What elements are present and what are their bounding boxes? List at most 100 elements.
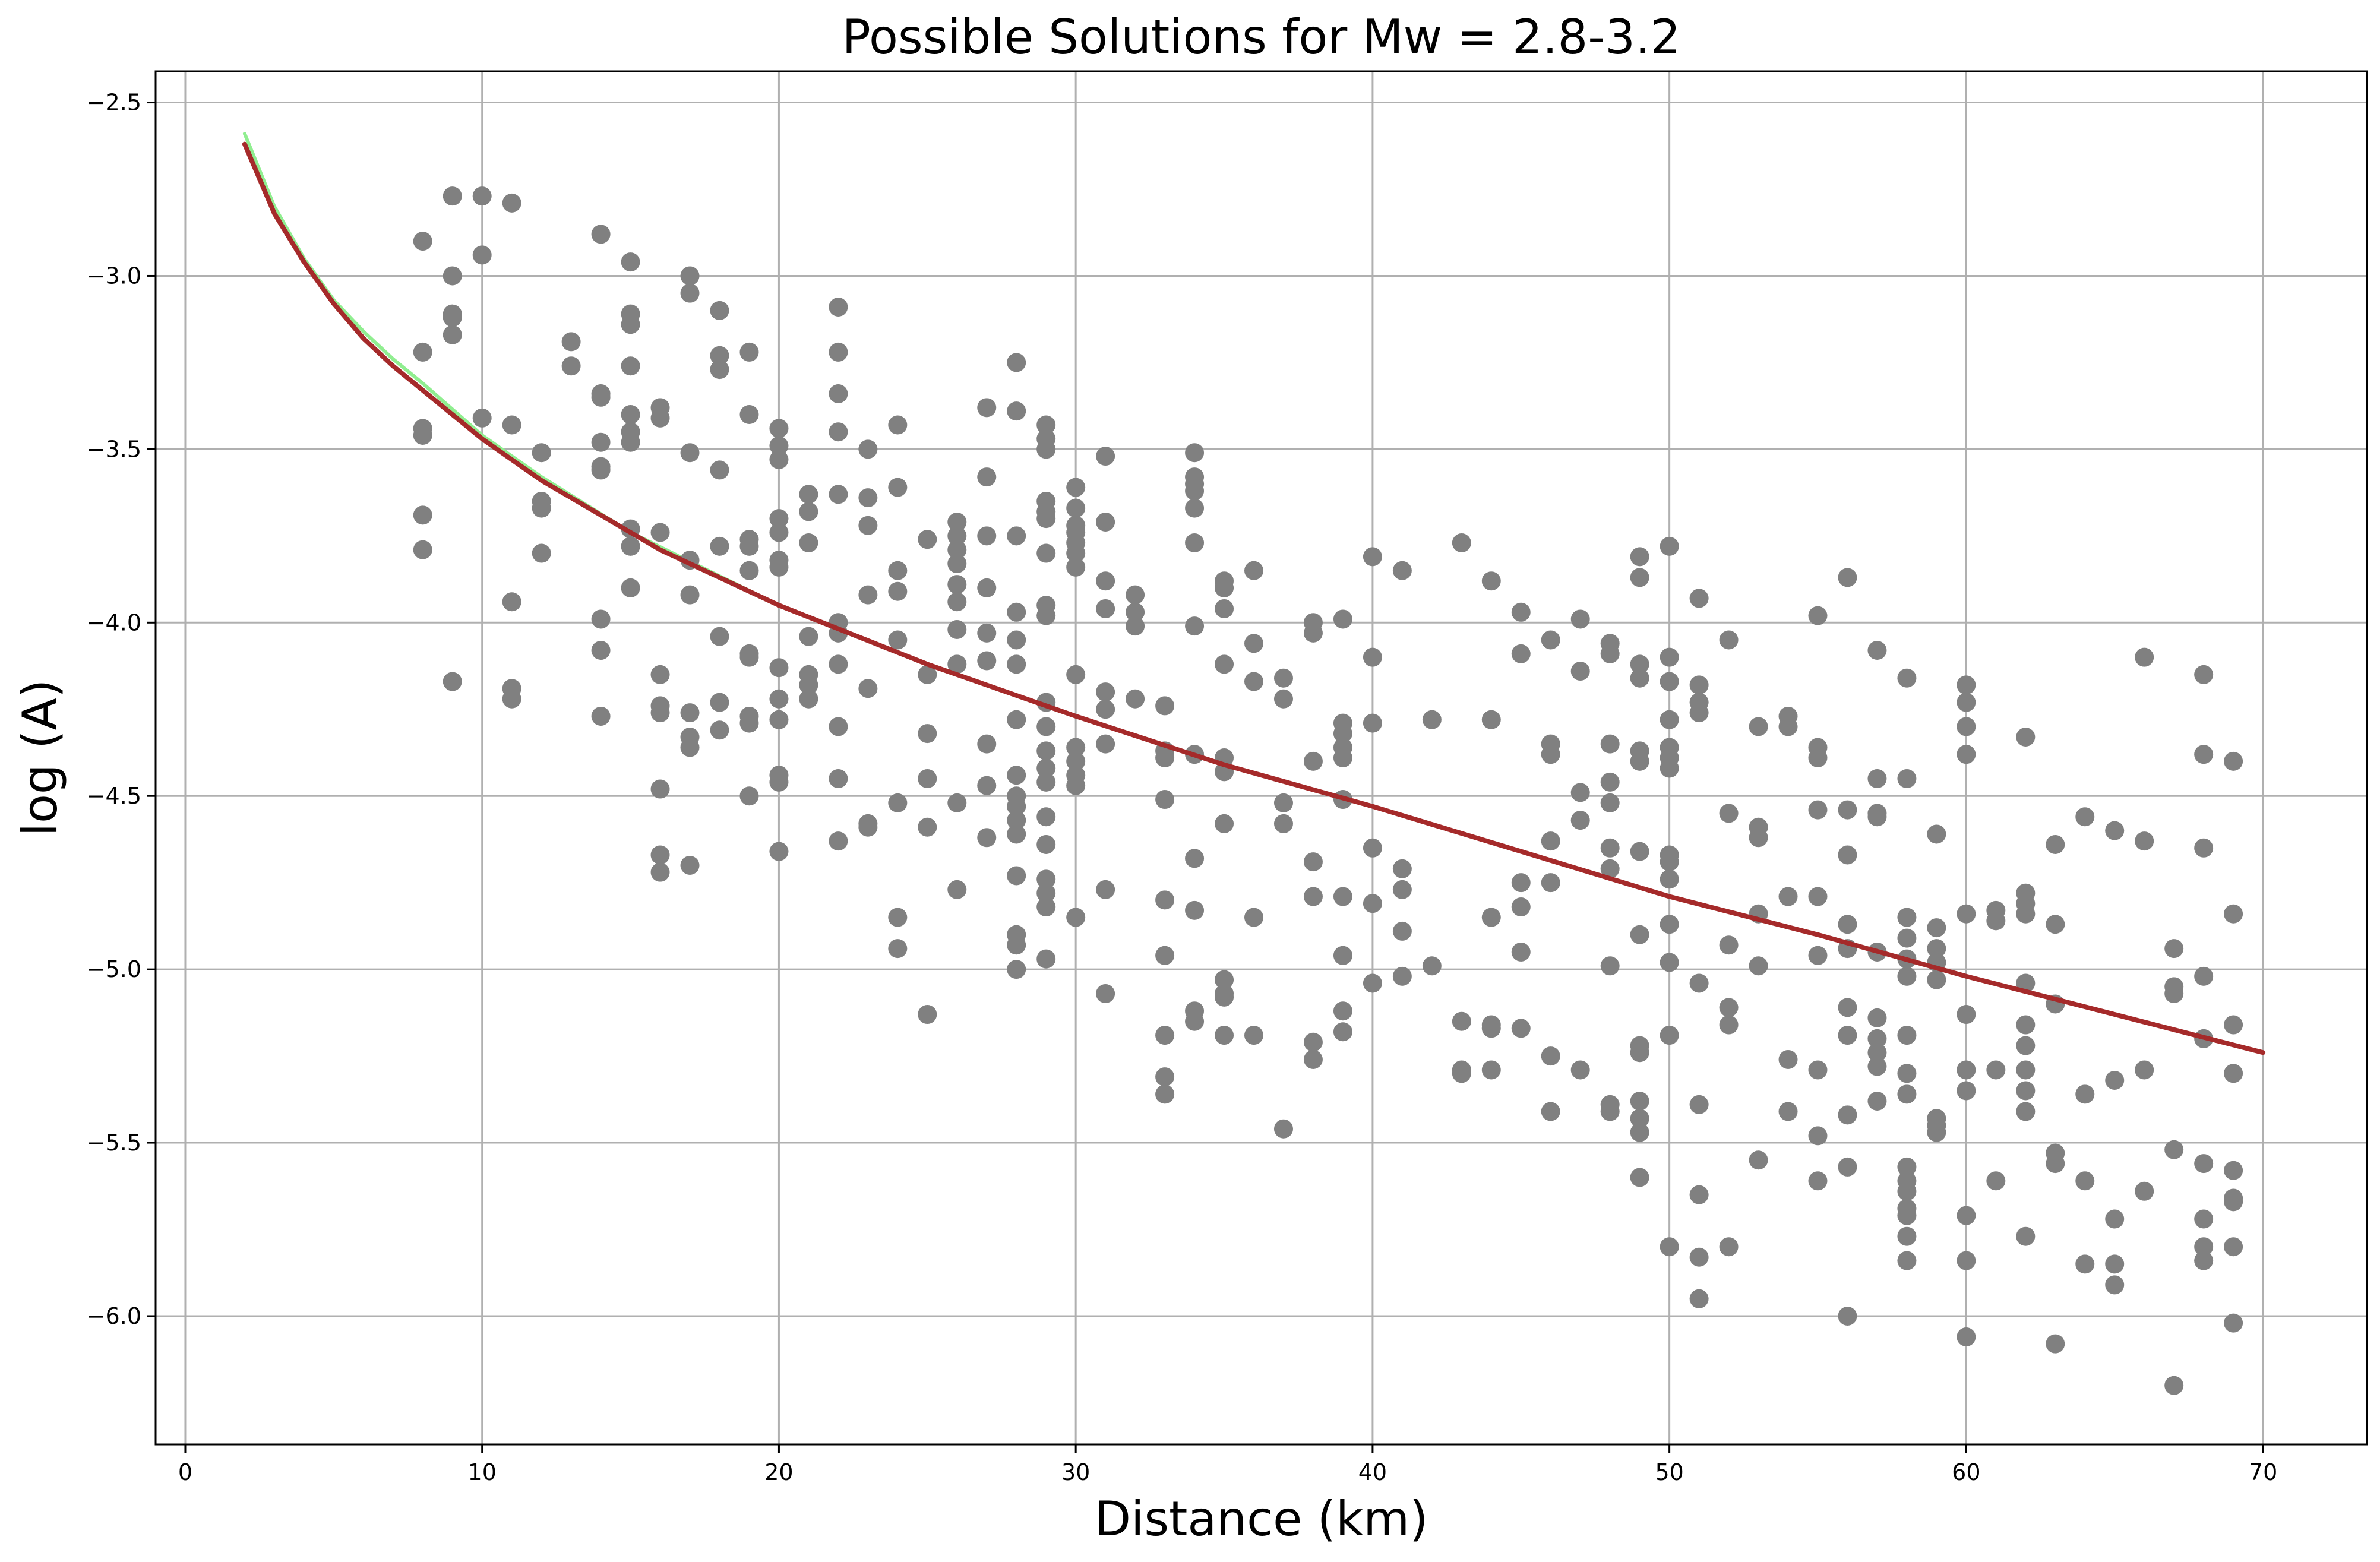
- data-point: [1363, 894, 1382, 913]
- data-point: [1244, 1026, 1264, 1045]
- data-point: [1096, 880, 1115, 899]
- data-point: [2016, 1226, 2036, 1246]
- data-point: [650, 523, 670, 542]
- data-point: [1689, 1247, 1709, 1267]
- data-point: [1481, 571, 1501, 591]
- data-point: [1660, 710, 1679, 729]
- data-point: [2224, 751, 2243, 771]
- data-point: [1273, 689, 1293, 709]
- data-point: [1957, 1327, 1976, 1347]
- data-point: [1511, 897, 1531, 917]
- data-point: [829, 342, 848, 362]
- data-point: [1660, 672, 1679, 691]
- data-point: [1066, 498, 1086, 518]
- data-point: [1867, 1029, 1887, 1048]
- data-point: [1897, 769, 1917, 789]
- data-point: [1185, 900, 1205, 920]
- data-point: [1600, 1102, 1620, 1121]
- data-point: [769, 509, 789, 529]
- data-point: [1126, 585, 1145, 605]
- data-point: [1600, 956, 1620, 976]
- data-point: [621, 432, 640, 452]
- data-point: [1392, 880, 1412, 899]
- data-point: [1630, 842, 1649, 861]
- data-point: [591, 460, 611, 480]
- data-point: [591, 641, 611, 660]
- data-point: [2224, 1237, 2243, 1257]
- chart-title: Possible Solutions for Mw = 2.8-3.2: [842, 10, 1681, 65]
- data-point: [947, 793, 967, 812]
- data-point: [1155, 790, 1175, 810]
- data-point: [1215, 970, 1234, 989]
- data-point: [1185, 498, 1205, 518]
- data-point: [858, 439, 878, 459]
- data-point: [650, 845, 670, 865]
- data-point: [918, 769, 937, 789]
- data-point: [1155, 946, 1175, 965]
- data-point: [1036, 439, 1056, 459]
- data-point: [1155, 890, 1175, 910]
- x-tick-label: 40: [1358, 1459, 1387, 1485]
- data-point: [591, 432, 611, 452]
- data-point: [1867, 807, 1887, 827]
- data-point: [1660, 1026, 1679, 1045]
- data-point: [1096, 734, 1115, 754]
- data-point: [1303, 1049, 1323, 1069]
- data-point: [2194, 1237, 2214, 1257]
- data-point: [1600, 793, 1620, 812]
- data-point: [918, 530, 937, 549]
- data-point: [1303, 887, 1323, 906]
- data-point: [1273, 814, 1293, 833]
- data-point: [680, 855, 700, 875]
- data-point: [532, 543, 551, 563]
- data-point: [710, 720, 729, 740]
- data-point: [1749, 956, 1768, 976]
- data-point: [1689, 589, 1709, 608]
- data-point: [650, 408, 670, 428]
- data-point: [2105, 821, 2125, 840]
- data-point: [591, 706, 611, 726]
- data-point: [1600, 859, 1620, 878]
- data-point: [1333, 609, 1352, 629]
- data-point: [1600, 838, 1620, 858]
- data-point: [829, 654, 848, 674]
- data-point: [1778, 1049, 1798, 1069]
- data-point: [1511, 644, 1531, 663]
- data-point: [977, 467, 997, 487]
- data-point: [1244, 561, 1264, 580]
- data-point: [502, 689, 521, 709]
- data-point: [1036, 949, 1056, 969]
- data-point: [858, 585, 878, 605]
- data-point: [1303, 623, 1323, 643]
- data-point: [1630, 1043, 1649, 1063]
- data-point: [1036, 717, 1056, 736]
- data-point: [1867, 1008, 1887, 1027]
- data-point: [1185, 481, 1205, 501]
- data-point: [1957, 745, 1976, 764]
- data-point: [1541, 1102, 1560, 1121]
- data-point: [1689, 1289, 1709, 1308]
- data-point: [443, 308, 462, 327]
- data-point: [1036, 772, 1056, 792]
- data-point: [1778, 1102, 1798, 1121]
- data-point: [1215, 814, 1234, 833]
- data-point: [829, 769, 848, 789]
- data-point: [1808, 800, 1828, 820]
- data-point: [977, 651, 997, 671]
- data-point: [769, 772, 789, 792]
- data-point: [443, 266, 462, 286]
- data-point: [1096, 571, 1115, 591]
- data-point: [1719, 935, 1739, 955]
- data-point: [947, 592, 967, 612]
- data-point: [1957, 693, 1976, 712]
- data-point: [443, 325, 462, 344]
- data-point: [2105, 1209, 2125, 1229]
- x-tick-label: 60: [1952, 1459, 1980, 1485]
- data-point: [2105, 1275, 2125, 1295]
- data-point: [2075, 807, 2095, 827]
- data-point: [1363, 973, 1382, 993]
- data-point: [710, 536, 729, 556]
- data-point: [1630, 1109, 1649, 1128]
- data-point: [413, 505, 432, 525]
- data-point: [1066, 478, 1086, 497]
